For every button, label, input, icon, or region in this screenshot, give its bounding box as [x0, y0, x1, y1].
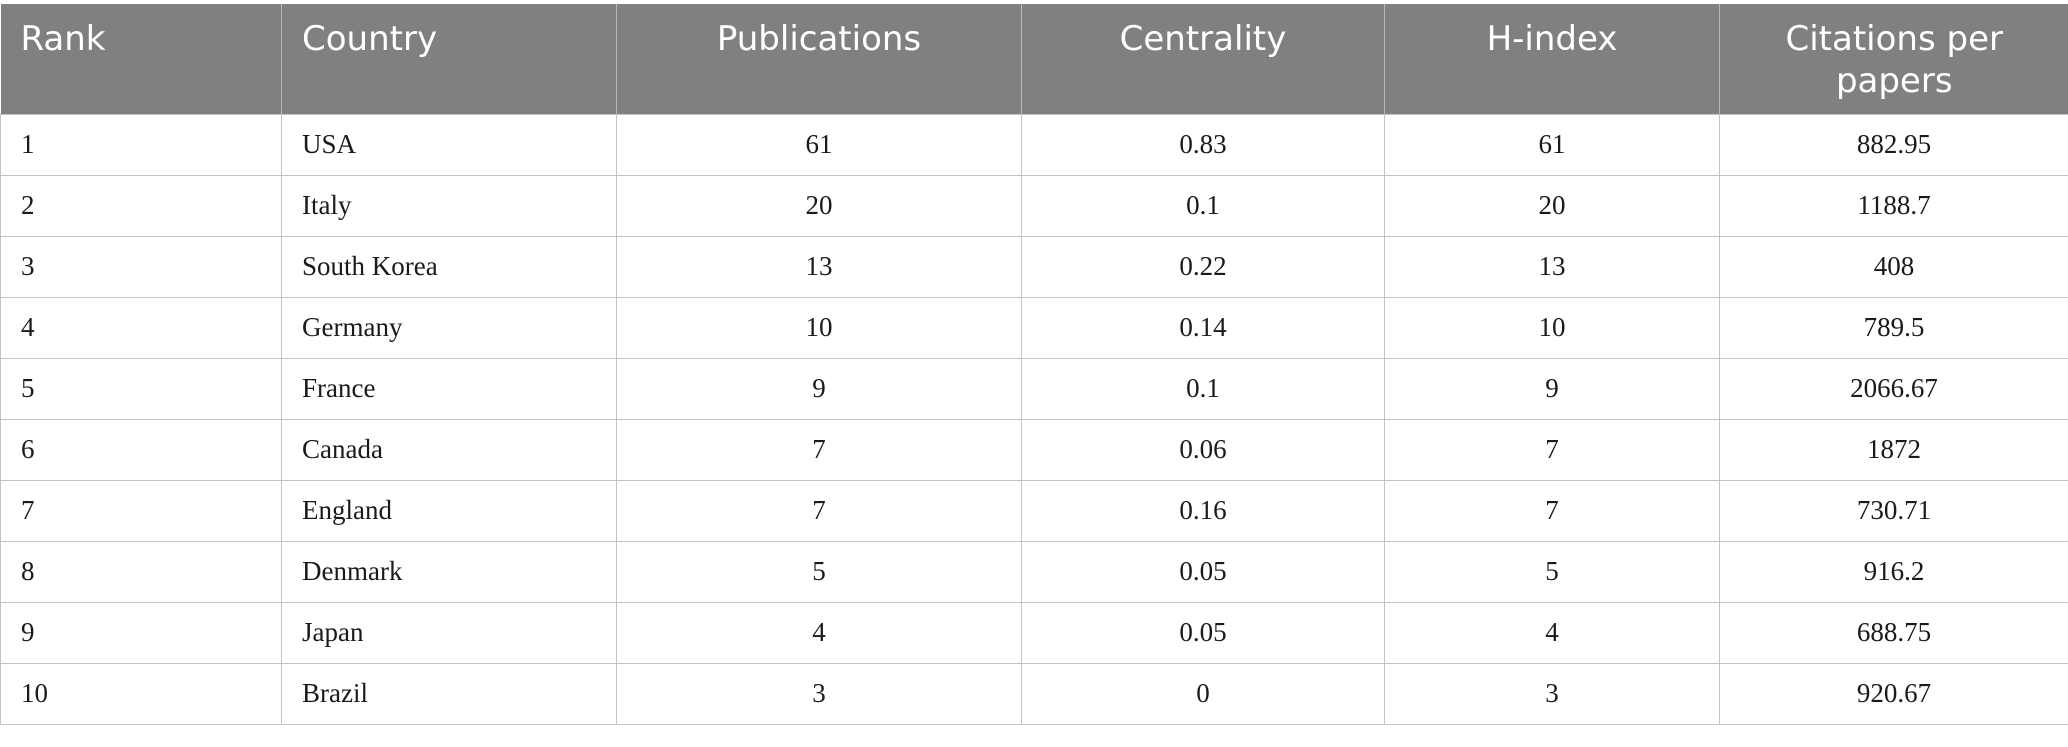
cell-citations-per-papers: 688.75 — [1719, 601, 2068, 664]
cell-centrality: 0.14 — [1021, 296, 1385, 359]
cell-publications: 5 — [616, 540, 1022, 603]
cell-publications: 20 — [616, 174, 1022, 237]
cell-country: Canada — [281, 418, 617, 481]
cell-rank: 5 — [0, 357, 282, 420]
cell-rank: 10 — [0, 662, 282, 725]
cell-rank: 8 — [0, 540, 282, 603]
cell-citations-per-papers: 2066.67 — [1719, 357, 2068, 420]
cell-citations-per-papers: 920.67 — [1719, 662, 2068, 725]
cell-h-index: 20 — [1384, 174, 1720, 237]
country-ranking-table: Rank Country Publications Centrality H-i… — [0, 4, 2068, 725]
data-table-container: Rank Country Publications Centrality H-i… — [0, 4, 2068, 725]
cell-publications: 7 — [616, 479, 1022, 542]
cell-h-index: 13 — [1384, 235, 1720, 298]
cell-centrality: 0 — [1021, 662, 1385, 725]
cell-citations-per-papers: 1188.7 — [1719, 174, 2068, 237]
cell-citations-per-papers: 882.95 — [1719, 113, 2068, 176]
cell-h-index: 4 — [1384, 601, 1720, 664]
cell-publications: 9 — [616, 357, 1022, 420]
cell-rank: 3 — [0, 235, 282, 298]
cell-country: England — [281, 479, 617, 542]
cell-centrality: 0.06 — [1021, 418, 1385, 481]
cell-rank: 4 — [0, 296, 282, 359]
cell-centrality: 0.05 — [1021, 601, 1385, 664]
cell-rank: 9 — [0, 601, 282, 664]
cell-rank: 6 — [0, 418, 282, 481]
cell-country: Germany — [281, 296, 617, 359]
table-row: 2 Italy 20 0.1 20 1188.7 — [0, 174, 2068, 237]
cell-citations-per-papers: 408 — [1719, 235, 2068, 298]
table-row: 4 Germany 10 0.14 10 789.5 — [0, 296, 2068, 359]
cell-country: Italy — [281, 174, 617, 237]
header-rank: Rank — [0, 4, 282, 114]
header-centrality: Centrality — [1021, 4, 1385, 114]
cell-h-index: 10 — [1384, 296, 1720, 359]
cell-publications: 4 — [616, 601, 1022, 664]
header-country: Country — [281, 4, 617, 114]
table-row: 7 England 7 0.16 7 730.71 — [0, 479, 2068, 542]
cell-h-index: 5 — [1384, 540, 1720, 603]
cell-h-index: 9 — [1384, 357, 1720, 420]
cell-country: Denmark — [281, 540, 617, 603]
table-row: 3 South Korea 13 0.22 13 408 — [0, 235, 2068, 298]
cell-country: USA — [281, 113, 617, 176]
cell-publications: 7 — [616, 418, 1022, 481]
cell-rank: 2 — [0, 174, 282, 237]
cell-citations-per-papers: 916.2 — [1719, 540, 2068, 603]
table-header: Rank Country Publications Centrality H-i… — [0, 4, 2068, 114]
table-row: 10 Brazil 3 0 3 920.67 — [0, 662, 2068, 725]
cell-citations-per-papers: 789.5 — [1719, 296, 2068, 359]
cell-country: Japan — [281, 601, 617, 664]
cell-citations-per-papers: 1872 — [1719, 418, 2068, 481]
table-row: 1 USA 61 0.83 61 882.95 — [0, 113, 2068, 176]
cell-centrality: 0.83 — [1021, 113, 1385, 176]
header-publications: Publications — [616, 4, 1022, 114]
cell-country: France — [281, 357, 617, 420]
cell-country: South Korea — [281, 235, 617, 298]
table-body: 1 USA 61 0.83 61 882.95 2 Italy 20 0.1 20 1188.7 3 So… — [0, 113, 2068, 725]
table-row: 5 France 9 0.1 9 2066.67 — [0, 357, 2068, 420]
cell-rank: 7 — [0, 479, 282, 542]
table-row: 9 Japan 4 0.05 4 688.75 — [0, 601, 2068, 664]
table-row: 8 Denmark 5 0.05 5 916.2 — [0, 540, 2068, 603]
cell-h-index: 61 — [1384, 113, 1720, 176]
cell-rank: 1 — [0, 113, 282, 176]
table-row: 6 Canada 7 0.06 7 1872 — [0, 418, 2068, 481]
header-citations-per-papers: Citations per papers — [1719, 4, 2068, 114]
cell-h-index: 7 — [1384, 418, 1720, 481]
cell-h-index: 7 — [1384, 479, 1720, 542]
cell-publications: 13 — [616, 235, 1022, 298]
cell-h-index: 3 — [1384, 662, 1720, 725]
cell-centrality: 0.1 — [1021, 174, 1385, 237]
cell-publications: 10 — [616, 296, 1022, 359]
cell-centrality: 0.22 — [1021, 235, 1385, 298]
cell-publications: 3 — [616, 662, 1022, 725]
cell-country: Brazil — [281, 662, 617, 725]
header-h-index: H-index — [1384, 4, 1720, 114]
cell-publications: 61 — [616, 113, 1022, 176]
header-row: Rank Country Publications Centrality H-i… — [0, 4, 2068, 114]
cell-citations-per-papers: 730.71 — [1719, 479, 2068, 542]
cell-centrality: 0.05 — [1021, 540, 1385, 603]
cell-centrality: 0.1 — [1021, 357, 1385, 420]
cell-centrality: 0.16 — [1021, 479, 1385, 542]
